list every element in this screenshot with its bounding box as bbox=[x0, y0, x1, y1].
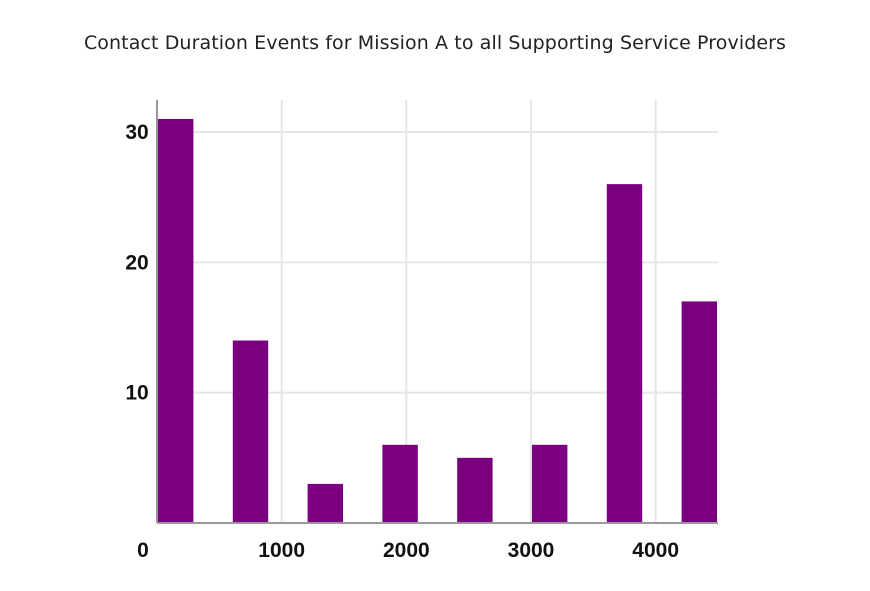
axes bbox=[156, 100, 718, 524]
bar-4 bbox=[457, 457, 493, 523]
x-tick-label-1000: 1000 bbox=[258, 539, 305, 562]
bars bbox=[158, 118, 717, 523]
x-tick-label-0: 0 bbox=[137, 539, 149, 562]
x-tick-label-4000: 4000 bbox=[632, 539, 679, 562]
bar-6 bbox=[606, 184, 643, 523]
y-tick-label-30: 30 bbox=[125, 121, 148, 144]
bar-0 bbox=[158, 118, 194, 523]
bar-2 bbox=[307, 483, 343, 523]
bar-5 bbox=[532, 444, 568, 523]
bar-7 bbox=[681, 301, 717, 523]
bar-1 bbox=[232, 340, 269, 523]
x-tick-label-3000: 3000 bbox=[508, 539, 555, 562]
y-tick-label-10: 10 bbox=[125, 382, 148, 405]
y-tick-label-20: 20 bbox=[125, 251, 148, 274]
bar-3 bbox=[382, 444, 418, 523]
x-tick-label-2000: 2000 bbox=[383, 539, 430, 562]
chart-title: Contact Duration Events for Mission A to… bbox=[83, 32, 787, 54]
tick-labels: 0 1000 2000 3000 4000 10 20 30 bbox=[125, 121, 679, 562]
